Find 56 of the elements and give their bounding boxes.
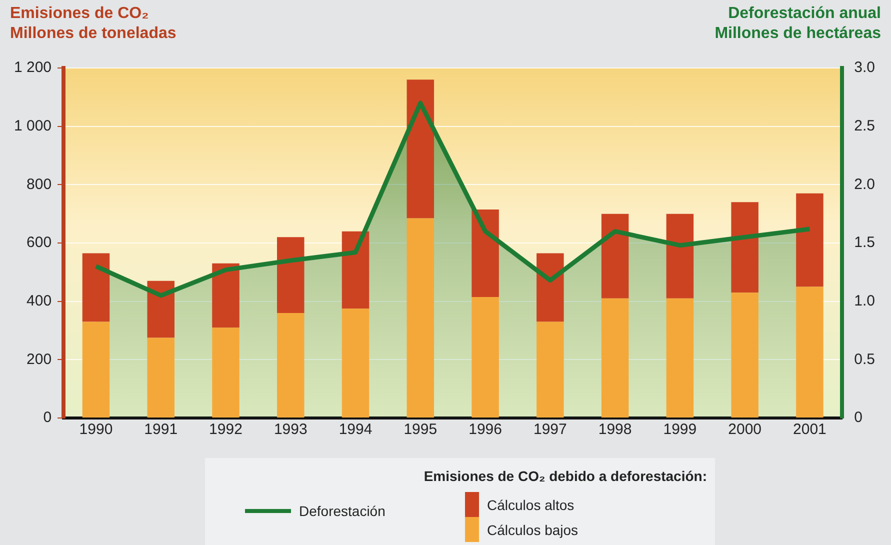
x-tick-label: 1996 [468,421,502,438]
y2-tick-label: 0.5 [854,350,876,368]
legend-label: Cálculos bajos [487,522,578,538]
legend-label: Deforestación [299,503,386,519]
x-tick-label: 1999 [663,421,697,438]
y-tick-label: 1 000 [14,117,52,134]
bar [406,80,434,218]
x-tick-label: 1993 [274,421,308,438]
y-tick-label: 800 [26,176,52,193]
bar [601,298,629,418]
bar [666,214,694,298]
x-tick-label: 1997 [533,421,567,438]
y2-tick-label: 1.0 [854,292,876,310]
x-tick-label: 1994 [338,421,372,438]
x-tick-label: 2000 [728,421,762,438]
x-tick-label: 1992 [209,421,242,438]
bar [731,202,758,293]
x-tick-label: 2001 [793,421,826,438]
y2-axis-title: Deforestación anual Millones de hectáreas [714,4,881,44]
bar [147,280,174,338]
bar [731,292,758,418]
y2-tick-label: 3.0 [854,59,876,76]
bar [796,286,824,418]
x-tick-label: 1991 [144,421,178,438]
bar [472,296,499,418]
bar [406,218,434,418]
bar [536,253,564,322]
legend-title: Emisiones de CO₂ debido a deforestación: [424,468,707,484]
y-tick-label: 400 [26,292,52,310]
bar [147,338,174,418]
y2-tick-label: 2.0 [854,176,876,193]
bar [212,328,240,418]
y-tick-label: 600 [26,234,52,252]
y-tick-label: 1 200 [14,59,52,76]
x-tick-label: 1998 [598,421,632,438]
bar [601,214,629,298]
bar [536,322,564,418]
y2-tick-label: 0 [854,409,862,426]
bar [277,313,304,418]
y2-tick-label: 2.5 [854,117,876,134]
bar [82,322,110,418]
bar [82,253,110,322]
x-tick-label: 1995 [404,421,438,438]
y-axis-title: Emisiones de CO₂ Millones de toneladas [10,4,176,44]
legend-label: Cálculos altos [487,496,574,512]
bar [212,263,240,328]
y2-tick-label: 1.5 [854,234,876,252]
bar [472,209,499,297]
x-tick-label: 1990 [79,421,113,438]
bar [277,237,304,313]
bar [342,308,370,418]
bar [796,193,824,287]
bar [666,298,694,418]
y-tick-label: 0 [43,409,52,426]
y-tick-label: 200 [26,350,52,368]
bar [342,231,370,309]
